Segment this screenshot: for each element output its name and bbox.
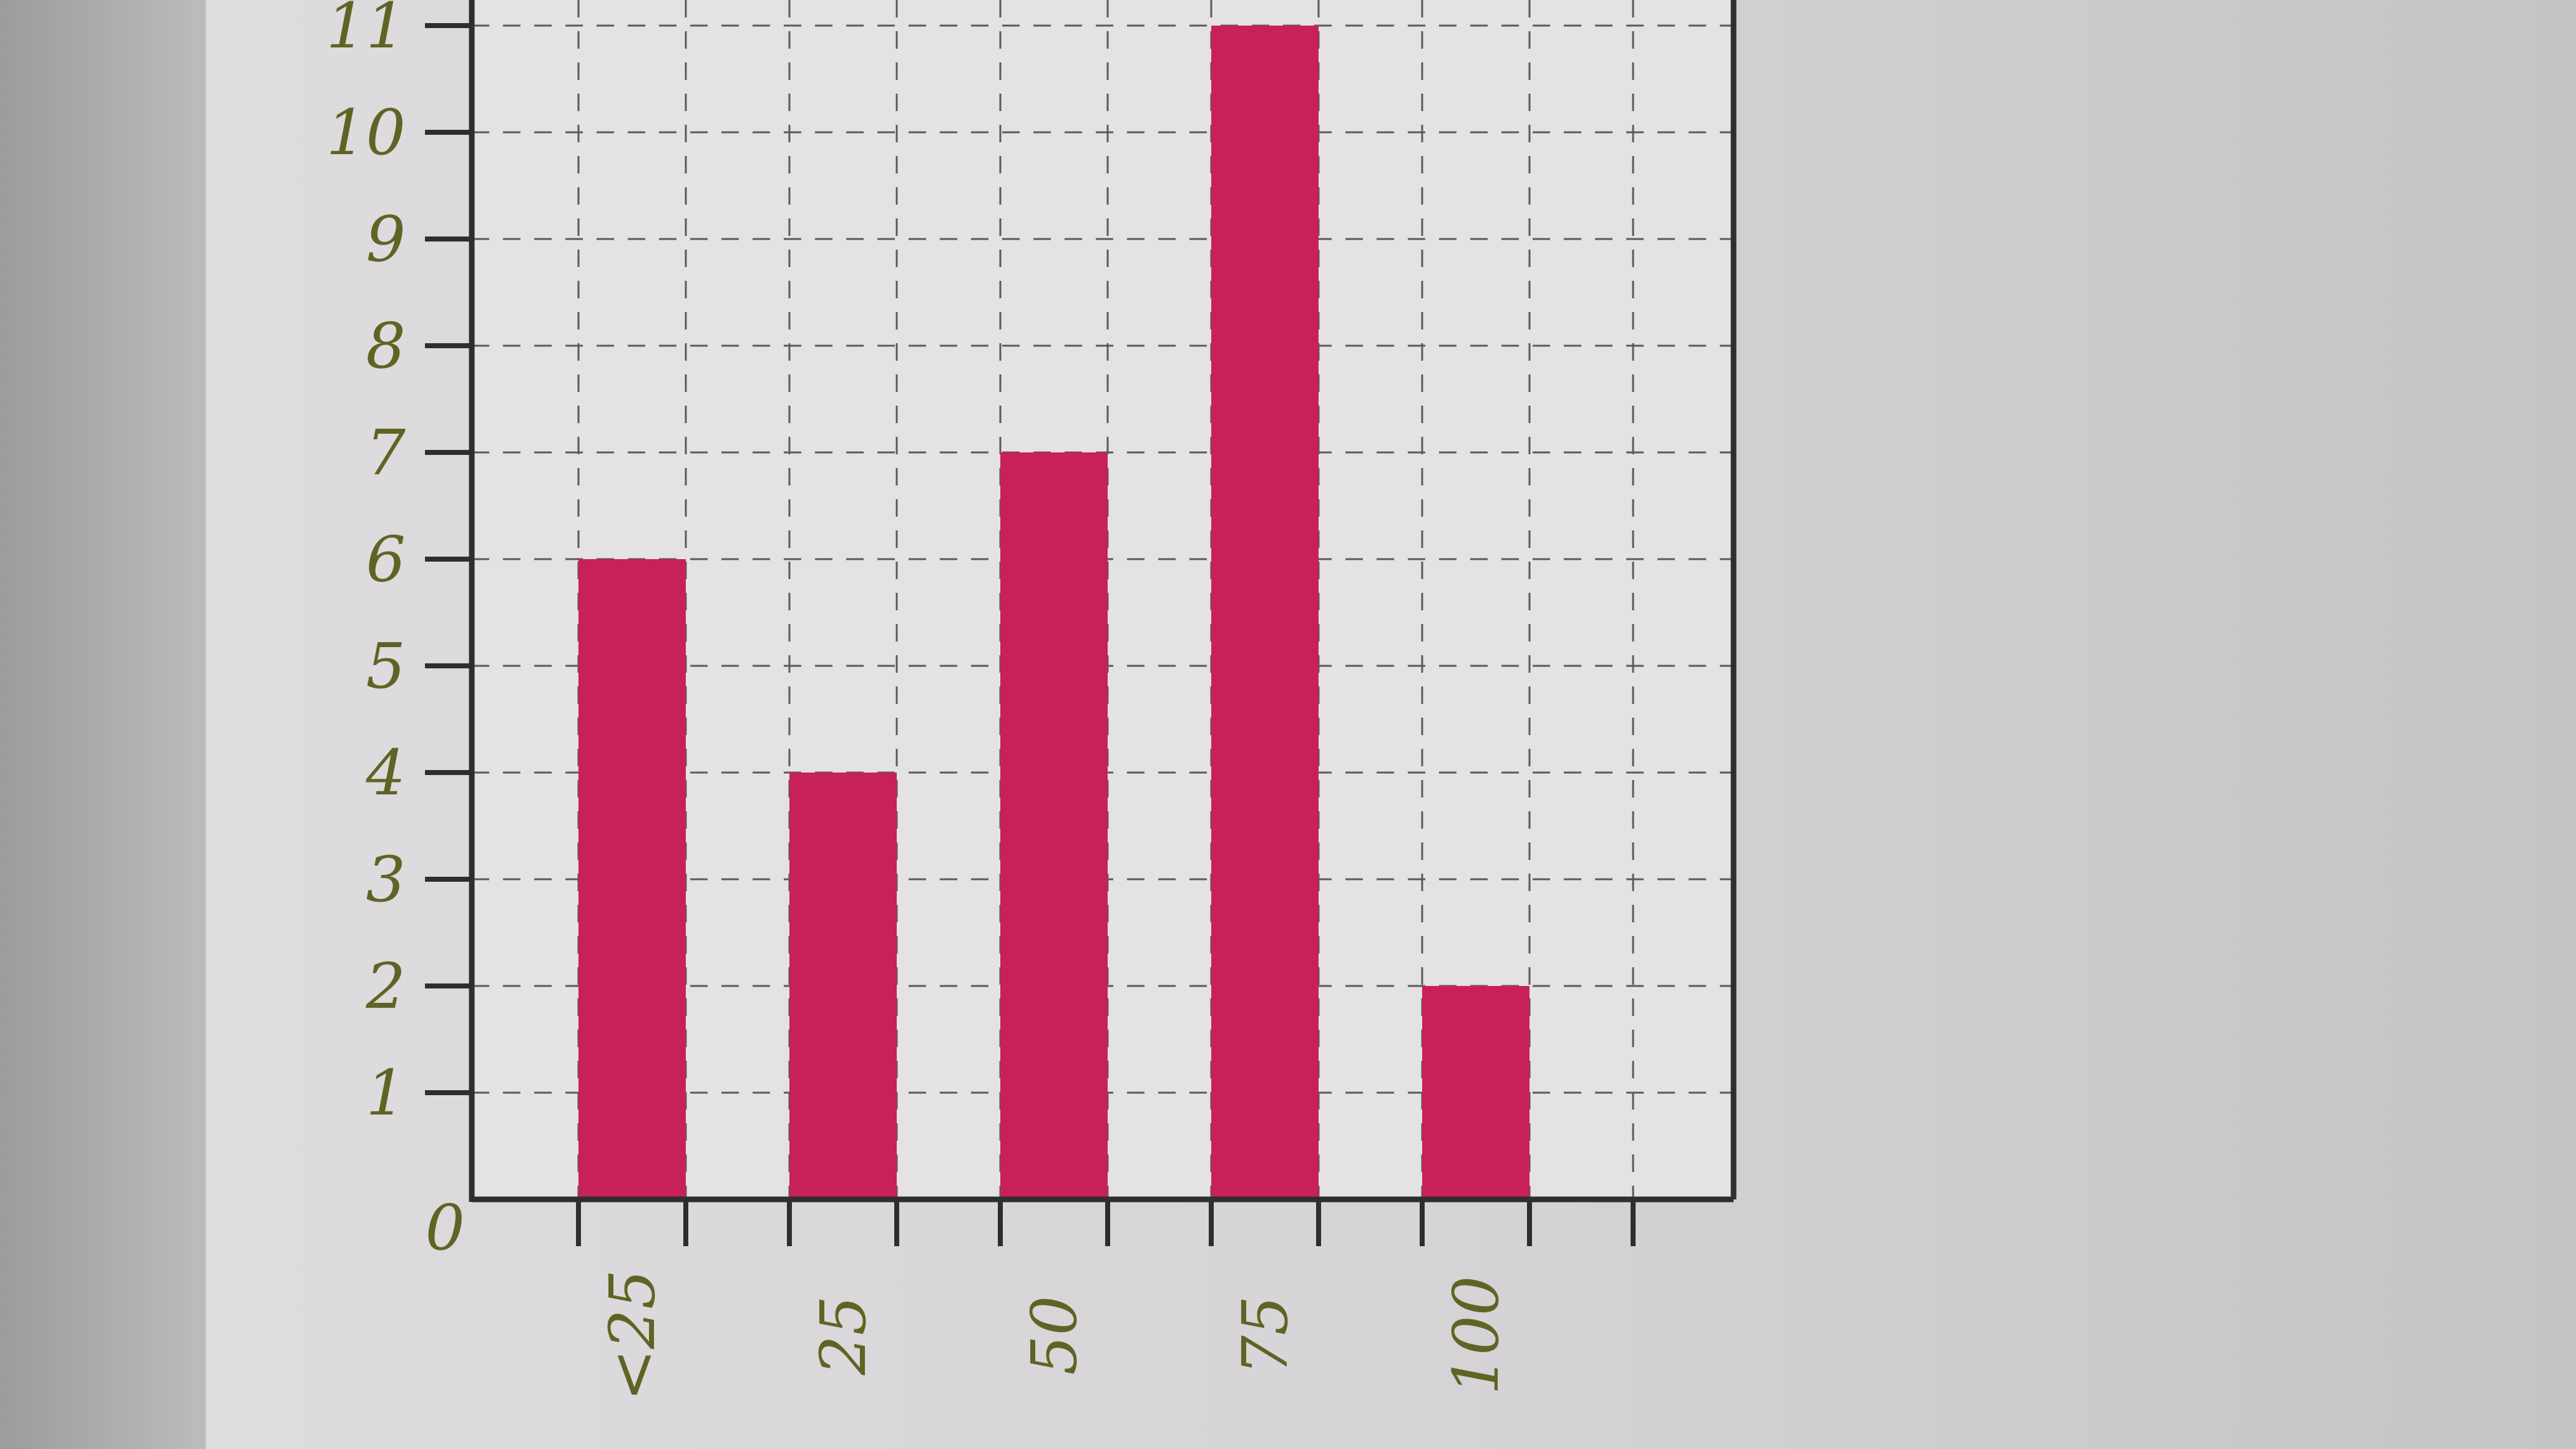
y-tick-label: 9 [366, 203, 406, 276]
y-tick-label: 5 [366, 630, 406, 703]
x-tick-label: <25 [596, 1269, 669, 1401]
bar-75 [1211, 26, 1319, 1199]
x-tick-label: 100 [1440, 1276, 1513, 1395]
y-tick-label: 10 [326, 96, 406, 169]
y-tick-label: 11 [326, 0, 406, 62]
y-tick-label: 6 [366, 523, 406, 596]
y-tick-label: 4 [365, 736, 406, 809]
bar-50 [1000, 452, 1108, 1199]
x-tick-label: 50 [1018, 1295, 1091, 1375]
y-tick-label: 1 [366, 1056, 406, 1129]
y-tick-label: 2 [365, 950, 406, 1023]
x-tick-label: 25 [807, 1295, 880, 1375]
y-tick-label: 8 [366, 310, 406, 383]
bar-25 [789, 773, 897, 1199]
y-tick-label: 7 [366, 416, 406, 489]
bar-100 [1422, 986, 1530, 1199]
x-tick-label: 75 [1229, 1295, 1302, 1375]
screen-bezel [0, 0, 206, 1449]
y-tick-label: 3 [366, 843, 406, 916]
bar-lt25 [578, 559, 686, 1199]
y-tick-label: 0 [425, 1191, 465, 1264]
